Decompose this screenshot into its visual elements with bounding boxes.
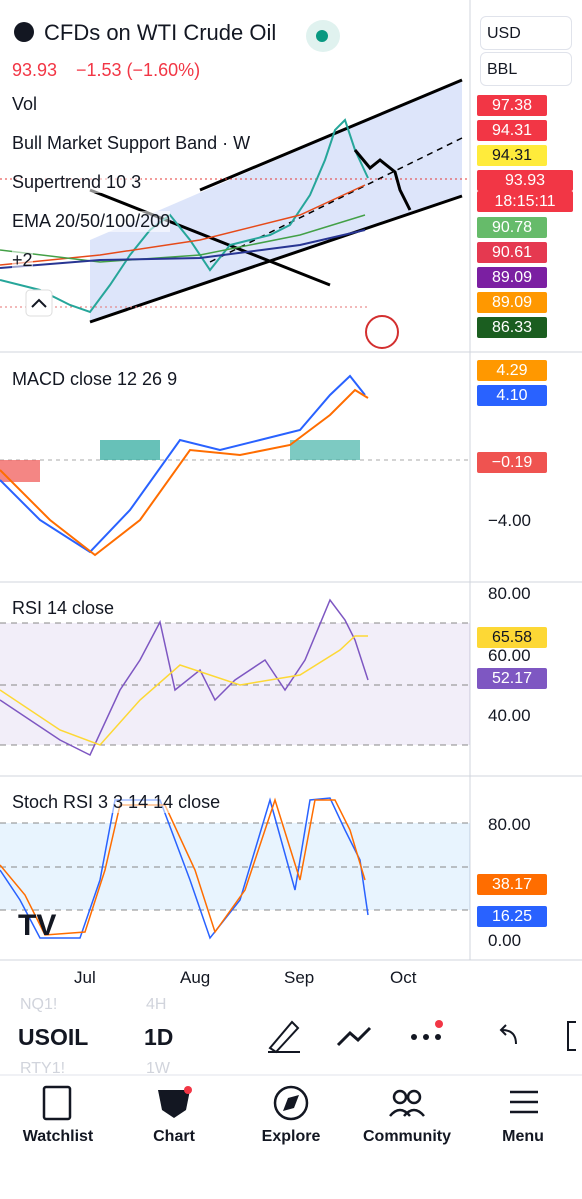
axis-label: −4.00 — [488, 511, 532, 530]
histogram — [100, 440, 160, 460]
market-status — [306, 20, 340, 52]
pane-title[interactable]: RSI 14 close — [12, 598, 115, 619]
price-label: 94.31 — [477, 120, 547, 141]
signal-line — [0, 388, 369, 557]
trend-line — [199, 78, 463, 192]
price-label: 89.09 — [477, 292, 547, 313]
symbol-title: CFDs on WTI Crude Oil — [44, 20, 277, 45]
axis-label: 40.00 — [488, 706, 531, 725]
value-label: 52.17 — [477, 668, 547, 689]
indicator[interactable]: Supertrend 10 3 — [12, 172, 142, 193]
trend-line — [89, 194, 463, 324]
symbol-option[interactable]: NQ1! — [20, 996, 58, 1013]
price-path — [0, 118, 369, 314]
nav-label[interactable]: Community — [363, 1128, 451, 1145]
price-label: 90.61 — [477, 242, 547, 263]
interval[interactable]: 1D — [144, 1024, 174, 1050]
indicator[interactable]: Bull Market Support Band · W — [12, 133, 251, 154]
last-price: 93.93 — [12, 60, 58, 80]
price-label: 90.78 — [477, 217, 547, 238]
value-label: 4.10 — [477, 385, 547, 406]
indicator[interactable]: EMA 20/50/100/200 — [12, 211, 171, 232]
explore-icon[interactable] — [273, 1085, 309, 1121]
draw-icon[interactable] — [268, 1020, 300, 1054]
currency: USD — [487, 25, 521, 42]
time-label: Sep — [284, 968, 315, 987]
k-line — [0, 797, 369, 940]
ema — [0, 229, 366, 269]
indicator-icon[interactable] — [336, 1026, 372, 1047]
channel-fill — [90, 80, 462, 322]
time-label: Oct — [390, 968, 417, 987]
time-label: Aug — [180, 968, 211, 987]
chart-icon[interactable] — [158, 1090, 190, 1118]
price-label: 93.93 — [477, 170, 573, 191]
value-label: 38.17 — [477, 874, 547, 895]
drawing — [353, 149, 412, 211]
value-label: 16.25 — [477, 906, 547, 927]
price-label: 89.09 — [477, 267, 547, 288]
interval-option[interactable]: 4H — [146, 996, 167, 1013]
compass — [283, 1095, 299, 1111]
trend-line — [209, 137, 463, 263]
value-label: 65.58 — [477, 627, 547, 648]
fullscreen-icon[interactable] — [567, 1021, 576, 1051]
time-label: Jul — [74, 968, 96, 987]
menu-icon[interactable] — [510, 1090, 538, 1114]
logo: TV — [18, 909, 56, 942]
interval-option[interactable]: 1W — [146, 1060, 170, 1077]
chevron — [31, 298, 47, 308]
flag-icon — [365, 315, 399, 349]
nav-label[interactable]: Chart — [153, 1128, 195, 1145]
ema — [0, 214, 366, 263]
price-label: 94.31 — [477, 145, 547, 166]
histogram — [290, 440, 360, 460]
badge — [435, 1020, 443, 1028]
nav-label[interactable]: Explore — [261, 1128, 321, 1145]
status-dot — [316, 30, 328, 42]
undo-icon[interactable] — [499, 1024, 517, 1045]
price-label: 97.38 — [477, 95, 547, 116]
histogram — [0, 460, 40, 482]
axis-label: 80.00 — [488, 584, 531, 603]
countdown: 18:15:11 — [477, 191, 573, 212]
axis-label: 0.00 — [488, 931, 522, 950]
watchlist-icon[interactable] — [42, 1085, 72, 1121]
unit: BBL — [487, 61, 518, 78]
d-line — [0, 797, 366, 936]
value-label: 4.29 — [477, 360, 547, 381]
price-change: −1.53 (−1.60%) — [76, 60, 201, 80]
indicator[interactable]: Vol — [12, 94, 38, 115]
nav-label[interactable]: Watchlist — [22, 1128, 94, 1145]
axis-label: 60.00 — [488, 646, 531, 665]
macd-line — [0, 374, 366, 554]
rsi-ma — [0, 635, 368, 746]
symbol[interactable]: USOIL — [18, 1024, 89, 1050]
axis-label: 80.00 — [488, 815, 531, 834]
pane-title[interactable]: Stoch RSI 3 3 14 14 close — [12, 792, 221, 813]
collapse-button[interactable] — [25, 289, 53, 317]
indicator[interactable]: +2 — [12, 250, 33, 271]
unit-select[interactable]: BBL — [480, 52, 572, 86]
value-label: −0.19 — [477, 452, 547, 473]
currency-select[interactable]: USD — [480, 16, 572, 50]
more-icon[interactable] — [411, 1034, 441, 1040]
community-icon[interactable] — [389, 1089, 425, 1117]
rsi-line — [0, 598, 369, 757]
symbol-option[interactable]: RTY1! — [20, 1060, 66, 1077]
price-label: 86.33 — [477, 317, 547, 338]
nav-label[interactable]: Menu — [502, 1128, 544, 1145]
badge — [184, 1086, 192, 1094]
symbol-icon — [14, 22, 34, 42]
pane-title[interactable]: MACD close 12 26 9 — [12, 369, 178, 390]
